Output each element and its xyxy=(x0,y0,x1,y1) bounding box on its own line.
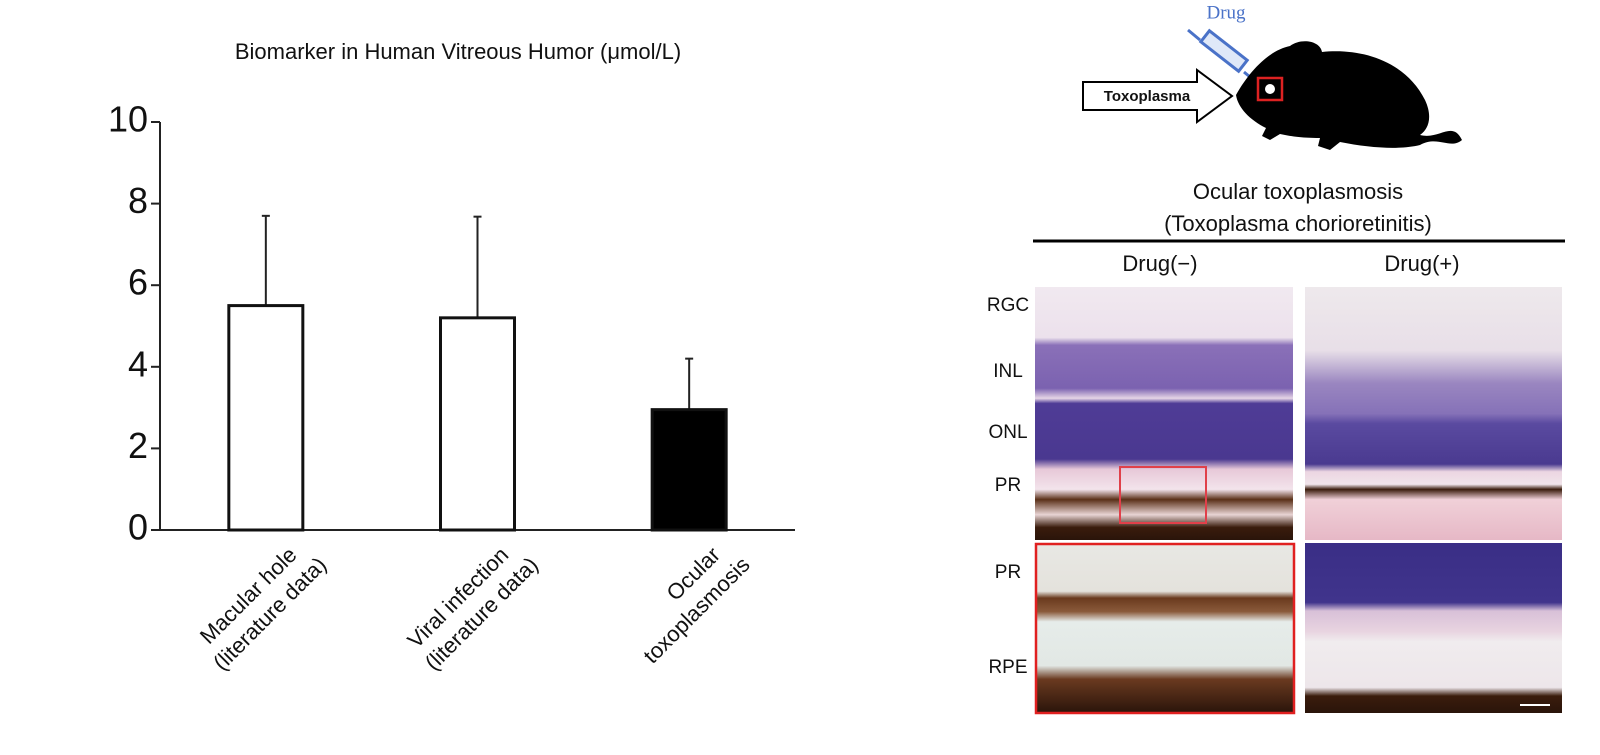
eye xyxy=(1265,84,1275,94)
y-tick-label: 10 xyxy=(108,99,148,140)
x-tick-label: Viral infection(literature data) xyxy=(400,532,543,675)
y-tick-label: 4 xyxy=(128,343,148,384)
bar-chart: 0 2 4 6 8 10 Macular hole(literature data) Vira… xyxy=(108,99,795,675)
row-label: PR xyxy=(995,562,1021,583)
histology-zoom xyxy=(1305,543,1562,713)
syringe xyxy=(1187,28,1257,84)
y-tick-label: 6 xyxy=(128,262,148,303)
y-tick-label: 8 xyxy=(128,180,148,221)
row-label: PR xyxy=(995,475,1021,496)
bar xyxy=(227,304,305,532)
histology-zoom xyxy=(1034,542,1296,715)
arrow-label: Toxoplasma xyxy=(1104,88,1191,105)
bar xyxy=(439,316,516,532)
y-tick-label: 2 xyxy=(128,425,148,466)
arrow xyxy=(1082,68,1234,124)
column-label: Drug(−) xyxy=(1122,251,1197,276)
row-label: RPE xyxy=(988,657,1027,678)
panel-title: (Toxoplasma chorioretinitis) xyxy=(1164,211,1432,236)
column-label: Drug(+) xyxy=(1384,251,1459,276)
x-tick-label: Macular hole(literature data) xyxy=(188,532,331,675)
row-label: RGC xyxy=(987,295,1029,316)
eye-box xyxy=(1256,76,1284,102)
row-label: ONL xyxy=(988,422,1027,443)
row-label: INL xyxy=(993,361,1023,382)
bar xyxy=(650,408,728,532)
y-tick-label: 0 xyxy=(128,507,148,548)
panel-title: Ocular toxoplasmosis xyxy=(1193,179,1403,204)
mouse xyxy=(1236,41,1462,151)
x-tick-label: Oculartoxoplasmosis xyxy=(618,532,754,668)
chart-title: Biomarker in Human Vitreous Humor (μmol/… xyxy=(235,39,681,64)
zoom-box xyxy=(1119,466,1207,524)
drug-label: Drug xyxy=(1206,2,1246,23)
row-labels: RGC INL ONL PR PR RPE xyxy=(987,295,1029,678)
histology-image xyxy=(1305,287,1562,540)
histology-image xyxy=(1035,287,1293,540)
